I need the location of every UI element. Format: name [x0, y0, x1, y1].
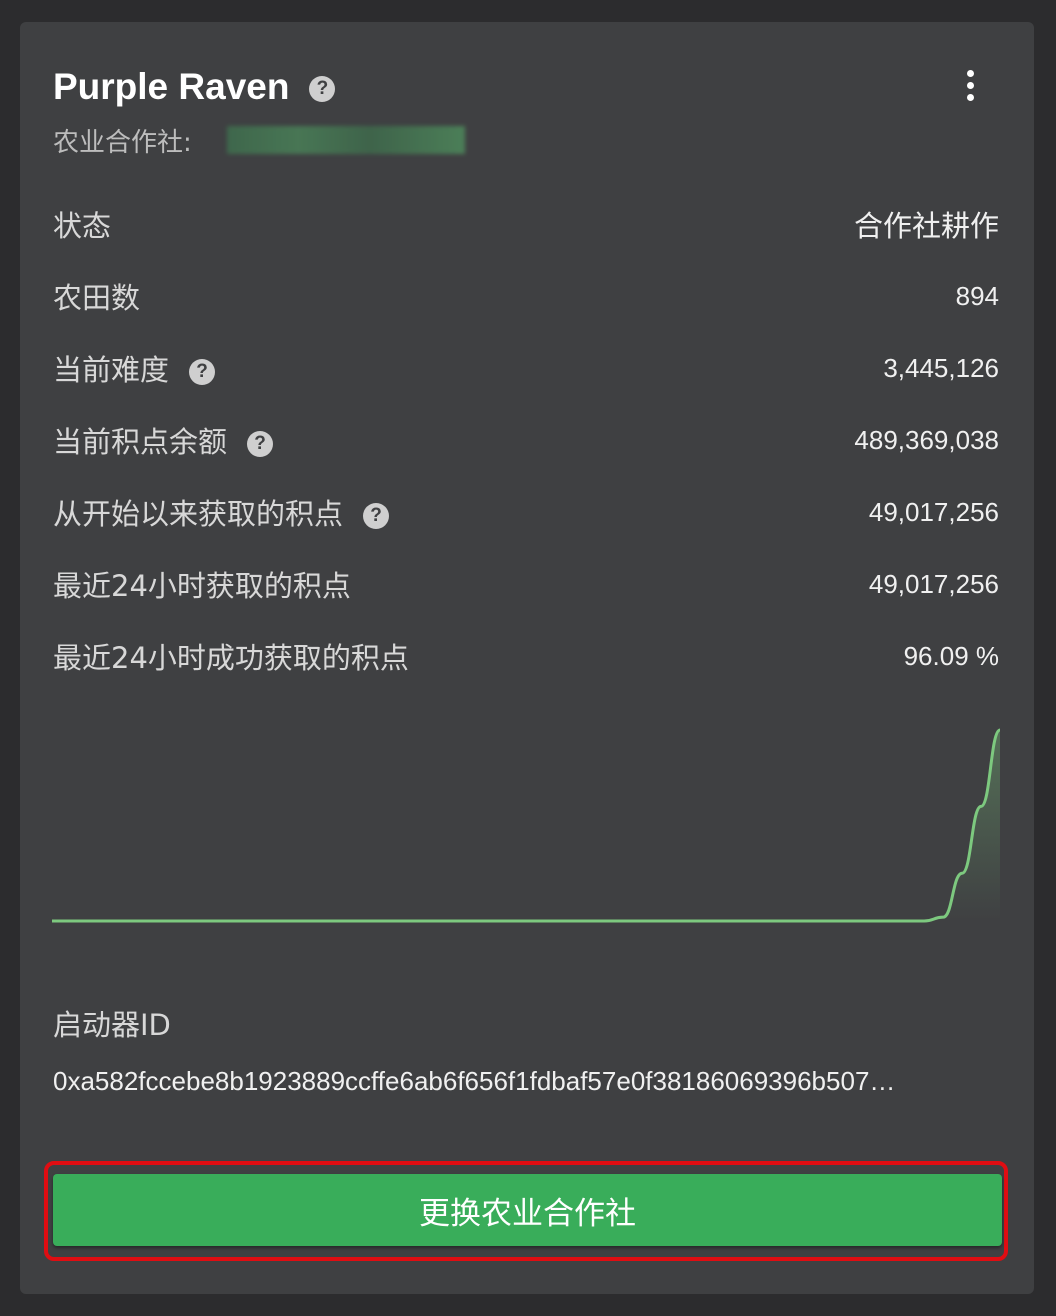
help-icon[interactable]: ? — [363, 503, 390, 529]
change-pool-button[interactable]: 更换农业合作社 — [53, 1174, 1002, 1246]
stat-label: 最近24小时获取的积点 — [53, 563, 351, 605]
stat-label: 状态 — [53, 203, 111, 245]
stat-row: 当前难度? 3,445,126 — [53, 348, 999, 388]
stat-value: 49,017,256 — [868, 568, 999, 599]
stat-label-text: 最近24小时成功获取的积点 — [53, 641, 409, 675]
stat-row: 最近24小时获取的积点 49,017,256 — [53, 564, 999, 604]
button-highlight — [44, 1161, 1008, 1261]
stat-row: 当前积点余额? 489,369,038 — [53, 420, 999, 460]
pool-card — [20, 22, 1034, 1294]
stat-label-text: 当前难度 — [53, 353, 170, 387]
stat-label-text: 农田数 — [53, 281, 141, 315]
title-text: Purple Raven — [53, 66, 290, 107]
more-vert-icon[interactable] — [965, 70, 975, 106]
stat-label: 当前难度? — [53, 347, 216, 389]
stat-value: 894 — [955, 280, 999, 311]
points-chart — [52, 728, 1002, 923]
help-icon[interactable]: ? — [247, 431, 274, 457]
stat-value: 3,445,126 — [883, 352, 999, 383]
stat-label: 农田数 — [53, 275, 140, 317]
stat-value: 49,017,256 — [868, 496, 999, 527]
help-icon[interactable]: ? — [189, 359, 216, 385]
page-title: Purple Raven? — [53, 66, 336, 108]
launcher-id-label: 启动器ID — [53, 1008, 171, 1042]
stat-label: 最近24小时成功获取的积点 — [53, 635, 409, 677]
chart-area — [52, 730, 1000, 921]
stat-label: 从开始以来获取的积点? — [53, 491, 390, 533]
stat-value: 489,369,038 — [854, 424, 999, 455]
launcher-id-value: 0xa582fccebe8b1923889ccffe6ab6f656f1fdba… — [53, 1066, 896, 1096]
stat-label: 当前积点余额? — [53, 419, 274, 461]
stat-value: 合作社耕作 — [853, 209, 999, 243]
stat-row: 最近24小时成功获取的积点 96.09 % — [53, 636, 999, 676]
redacted-pool-address — [227, 126, 465, 154]
chart-line — [52, 728, 1002, 923]
stat-row: 状态 合作社耕作 — [53, 204, 999, 244]
stat-row: 从开始以来获取的积点? 49,017,256 — [53, 492, 999, 532]
stat-label-text: 最近24小时获取的积点 — [53, 569, 351, 603]
help-icon[interactable]: ? — [309, 76, 336, 103]
stat-label-text: 从开始以来获取的积点 — [53, 497, 344, 531]
pool-label: 农业合作社: — [53, 128, 192, 158]
stat-label-text: 状态 — [53, 209, 112, 243]
stat-label-text: 当前积点余额 — [53, 425, 228, 459]
stat-row: 农田数 894 — [53, 276, 999, 316]
stat-value: 96.09 % — [903, 640, 999, 671]
